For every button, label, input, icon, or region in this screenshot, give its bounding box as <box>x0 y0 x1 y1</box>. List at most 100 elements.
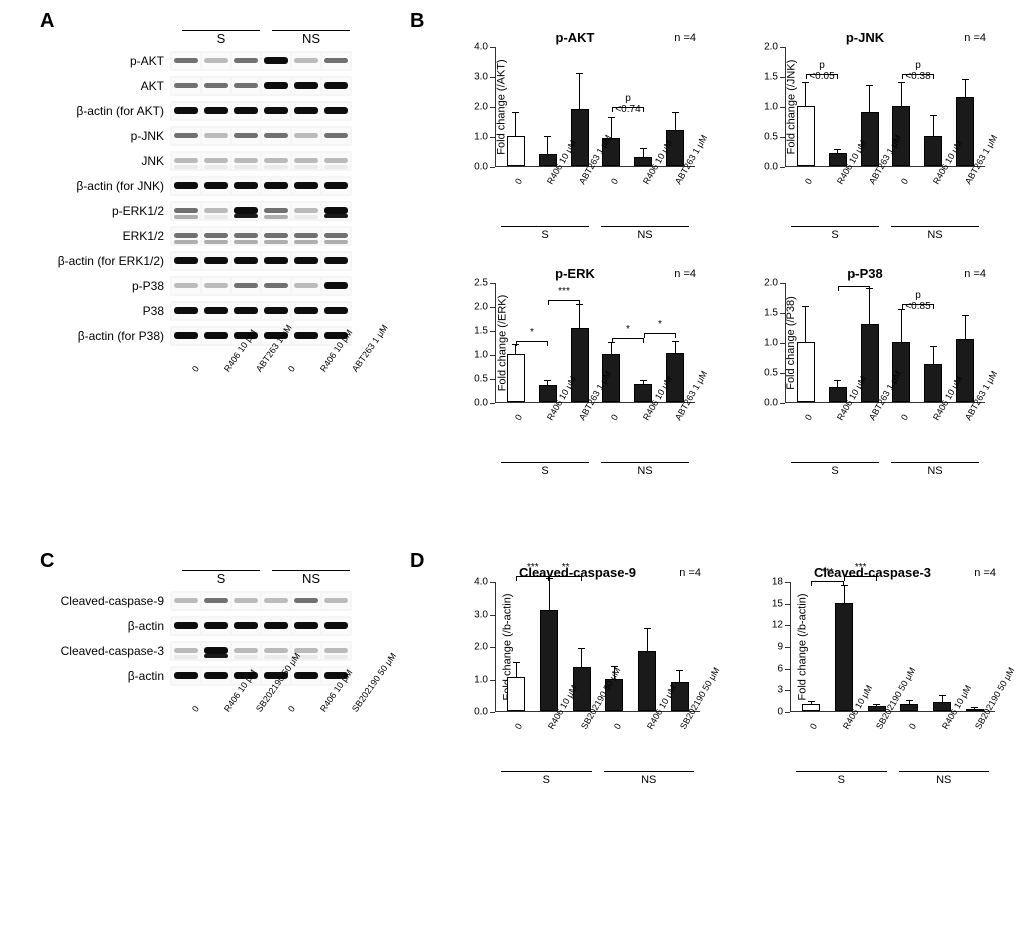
lane-label: R406 10 μM <box>222 683 247 713</box>
blot-lane <box>262 78 290 94</box>
blot-lane <box>172 153 200 169</box>
blot-row: p-P38 <box>50 275 380 297</box>
bar <box>924 136 942 166</box>
bar-chart: p-P38n =40.00.51.01.52.0Fold change (/P3… <box>740 266 990 482</box>
y-tick-label: 3.0 <box>474 72 488 83</box>
y-tick-label: 4.0 <box>474 42 488 53</box>
blot-lane <box>262 128 290 144</box>
group-label: NS <box>936 774 951 786</box>
panel-a-western-blots: SNSp-AKTAKTβ-actin (for AKT)p-JNKJNKβ-ac… <box>50 30 380 378</box>
blot-lane <box>172 178 200 194</box>
blot-row: AKT <box>50 75 380 97</box>
blot-lane <box>292 328 320 344</box>
bar <box>956 97 974 166</box>
blot-lane <box>292 278 320 294</box>
blot-lane <box>262 253 290 269</box>
y-tick-label: 4.0 <box>474 577 488 588</box>
blot-lane <box>232 278 260 294</box>
panel-b-charts: p-AKTn =40.01.02.03.04.0Fold change (/AK… <box>450 30 1000 482</box>
blot-label: β-actin <box>30 619 170 633</box>
lane-label: R406 10 μM <box>222 343 247 373</box>
blot-lane <box>232 643 260 659</box>
group-label: NS <box>641 774 656 786</box>
blot-lane <box>202 278 230 294</box>
significance-label: * <box>838 272 870 283</box>
sample-size-label: n =4 <box>674 32 696 44</box>
lane-label: 0 <box>190 343 215 373</box>
lane-label: ABT263 1 μM <box>254 343 279 373</box>
bar <box>507 677 525 711</box>
blot-label: P38 <box>50 304 170 318</box>
blot-label: p-AKT <box>50 54 170 68</box>
blot-lane <box>202 128 230 144</box>
blot-lane <box>292 178 320 194</box>
blot-lane <box>292 53 320 69</box>
y-tick-label: 12 <box>772 620 783 631</box>
significance-label: * <box>612 324 644 335</box>
blot-lane <box>262 178 290 194</box>
blot-lane <box>322 178 350 194</box>
bar <box>861 112 879 166</box>
bar <box>638 651 656 711</box>
y-tick-label: 2.0 <box>474 102 488 113</box>
bar <box>634 384 652 402</box>
blot-lane <box>292 303 320 319</box>
blot-label: β-actin (for JNK) <box>50 179 170 193</box>
blot-lane <box>322 103 350 119</box>
y-tick-label: 0.0 <box>764 398 778 409</box>
panel-c-western-blots: SNSCleaved-caspase-9β-actinCleaved-caspa… <box>30 570 390 718</box>
blot-lane <box>292 593 320 609</box>
lane-label: SB202190 50 μM <box>350 683 375 713</box>
blot-lane <box>172 128 200 144</box>
blot-lane <box>202 228 230 244</box>
blot-lane <box>202 203 230 219</box>
blot-lane <box>262 53 290 69</box>
y-tick-label: 0.0 <box>474 398 488 409</box>
blot-lane <box>172 328 200 344</box>
blot-lane <box>172 103 200 119</box>
blot-lane <box>172 53 200 69</box>
y-tick-label: 6 <box>777 663 783 674</box>
group-label: S <box>831 465 838 477</box>
blot-lane <box>322 228 350 244</box>
blot-lane <box>172 228 200 244</box>
group-label: S <box>541 229 548 241</box>
blot-lane <box>262 228 290 244</box>
y-tick-label: 3.0 <box>474 609 488 620</box>
group-header: S <box>176 570 266 586</box>
blot-lane <box>292 128 320 144</box>
bar <box>507 136 525 166</box>
blot-lane <box>202 593 230 609</box>
lane-label: R406 10 μM <box>318 683 343 713</box>
bar <box>797 342 815 402</box>
blot-lane <box>292 153 320 169</box>
blot-lane <box>202 253 230 269</box>
blot-lane <box>202 328 230 344</box>
blot-lane <box>202 643 230 659</box>
blot-row: β-actin (for JNK) <box>50 175 380 197</box>
bar-chart: p-AKTn =40.01.02.03.04.0Fold change (/AK… <box>450 30 700 246</box>
bar-chart: Cleaved-caspase-9n =40.01.02.03.04.0Fold… <box>450 565 705 791</box>
significance-label: p <0.38 <box>902 60 934 82</box>
significance-label: *** <box>516 562 549 573</box>
bar <box>924 364 942 402</box>
y-tick-label: 18 <box>772 577 783 588</box>
blot-lane <box>262 103 290 119</box>
blot-lane <box>202 78 230 94</box>
y-tick-label: 0.0 <box>764 162 778 173</box>
blot-lane <box>262 593 290 609</box>
y-tick-label: 0.0 <box>474 707 488 718</box>
blot-label: AKT <box>50 79 170 93</box>
significance-label: * <box>516 327 548 338</box>
y-tick-label: 2.0 <box>474 302 488 313</box>
y-tick-label: 15 <box>772 598 783 609</box>
sample-size-label: n =4 <box>674 268 696 280</box>
significance-label: *** <box>844 562 877 573</box>
y-tick-label: 1.0 <box>474 674 488 685</box>
blot-lane <box>232 78 260 94</box>
bar <box>797 106 815 166</box>
lane-label: 0 <box>190 683 215 713</box>
bar <box>540 610 558 711</box>
y-tick-label: 0.5 <box>764 368 778 379</box>
blot-lane <box>172 278 200 294</box>
